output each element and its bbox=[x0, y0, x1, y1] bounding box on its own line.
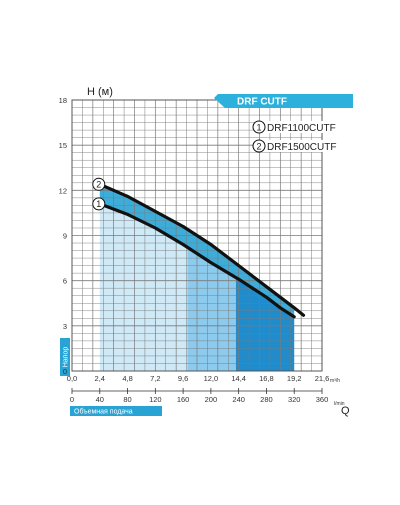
legend: 1 DRF1100CUTF 2 DRF1500CUTF bbox=[252, 120, 344, 153]
y-tick-label: 18 bbox=[59, 96, 67, 105]
curve-badges: 12 bbox=[92, 177, 106, 211]
fill-band-mid bbox=[187, 247, 236, 371]
curve-series-1 bbox=[98, 202, 296, 319]
q-tick-label: 360 bbox=[316, 395, 329, 404]
fill-band-light bbox=[99, 203, 188, 371]
legend-label-1: DRF1100CUTF bbox=[267, 123, 336, 134]
legend-label-2: DRF1500CUTF bbox=[267, 142, 336, 153]
x-top-unit: m³/h bbox=[330, 378, 340, 384]
q-tick-label: 160 bbox=[177, 395, 190, 404]
q-tick-label: 240 bbox=[232, 395, 245, 404]
y-tick-label: 6 bbox=[63, 277, 67, 286]
curve-badge-1-text: 1 bbox=[96, 199, 101, 209]
q-tick-label: 320 bbox=[288, 395, 301, 404]
q-tick-label: 80 bbox=[123, 395, 131, 404]
curve-badge-2 bbox=[92, 177, 106, 191]
x-tick-label: 2,4 bbox=[95, 374, 105, 383]
x-bottom-unit: l/min bbox=[334, 401, 345, 407]
performance-curves bbox=[98, 182, 306, 319]
q-tick-label: 280 bbox=[260, 395, 273, 404]
y-tick-label: 9 bbox=[63, 232, 67, 241]
curve-badge-1 bbox=[92, 197, 106, 211]
q-tick-label: 0 bbox=[70, 395, 74, 404]
y-side-tag bbox=[60, 338, 70, 376]
legend-badge-1 bbox=[252, 120, 266, 134]
x-tick-label: 4,8 bbox=[122, 374, 132, 383]
y-side-label: Напор bbox=[63, 347, 70, 368]
x-tick-label: 7,2 bbox=[150, 374, 160, 383]
legend-box-2 bbox=[264, 140, 344, 152]
y-axis-title: H (м) bbox=[87, 86, 113, 98]
q-tick-label: 200 bbox=[205, 395, 218, 404]
x-side-tag bbox=[70, 406, 162, 416]
x-tick-label: 19,2 bbox=[287, 374, 302, 383]
legend-badge-1-text: 1 bbox=[256, 123, 261, 133]
q-tick-label: 120 bbox=[149, 395, 162, 404]
x-tick-label: 9,6 bbox=[178, 374, 188, 383]
legend-badge-2 bbox=[252, 139, 266, 153]
x-tick-label: 14,4 bbox=[231, 374, 246, 383]
series-banner bbox=[214, 94, 353, 108]
x-tick-label: 12,0 bbox=[204, 374, 219, 383]
y-tick-label: 15 bbox=[59, 141, 67, 150]
y-tick-label: 3 bbox=[63, 322, 67, 331]
grid-lines bbox=[71, 99, 323, 372]
x-tick-label: 16,8 bbox=[259, 374, 274, 383]
x-axis-q-label: Q bbox=[341, 405, 350, 417]
x-tick-label: 0,0 bbox=[67, 374, 77, 383]
y-tick-label: 0 bbox=[63, 367, 67, 376]
x-side-label: Объемная подача bbox=[74, 408, 133, 416]
x-tick-label: 21,6 bbox=[315, 374, 330, 383]
banner-title: DRF CUTF bbox=[237, 97, 287, 108]
curve-badge-2-text: 2 bbox=[96, 180, 101, 190]
fill-band-dark bbox=[235, 277, 295, 371]
y-tick-label: 12 bbox=[59, 186, 67, 195]
curve-series-2 bbox=[98, 182, 306, 317]
legend-box-1 bbox=[264, 121, 344, 133]
q-tick-label: 40 bbox=[96, 395, 104, 404]
legend-badge-2-text: 2 bbox=[256, 142, 261, 152]
plot-frame bbox=[71, 99, 323, 372]
